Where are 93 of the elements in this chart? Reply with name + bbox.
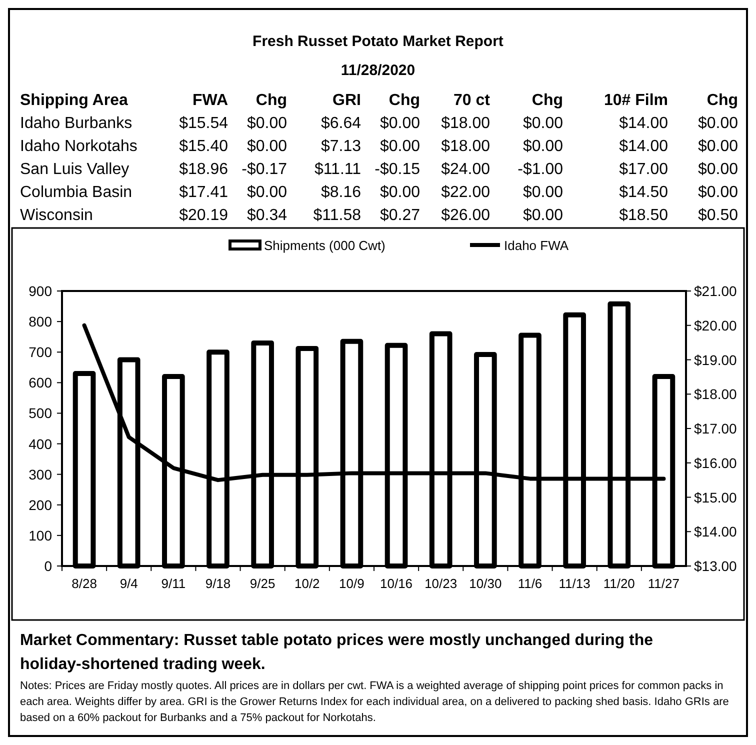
text: $0.00 <box>522 115 564 132</box>
text: $14.00 <box>619 138 668 155</box>
chart-subtitle: 11/28/2020 <box>340 62 416 79</box>
text: Idaho Norkotahs <box>20 138 138 155</box>
y-tick-label: 700 <box>28 344 52 360</box>
text: $0.00 <box>246 184 288 201</box>
text: Market Commentary: Russet table potato prices were mostly unchanged during the holiday-shortened trading week. <box>20 632 654 673</box>
text: $18.00 <box>441 115 490 132</box>
y2-tick-label: $21.00 <box>694 283 738 299</box>
legend-label: Idaho FWA <box>504 238 569 253</box>
x-tick-label: 9/25 <box>250 576 276 591</box>
text: $20.19 <box>179 207 228 224</box>
y2-tick-label: $20.00 <box>694 317 738 334</box>
text: $14.50 <box>619 184 668 201</box>
y-tick-label: 800 <box>28 314 52 330</box>
text: $15.40 <box>179 138 228 155</box>
text: $8.16 <box>320 184 362 201</box>
x-tick-label: 11/20 <box>603 576 635 591</box>
text: $0.00 <box>698 161 738 178</box>
text: $11.58 <box>313 207 362 224</box>
text: $0.00 <box>246 115 288 132</box>
y-tick-label: 0 <box>44 558 52 574</box>
text: Shipping Area <box>20 92 128 109</box>
text: -$1.00 <box>518 161 564 178</box>
text: $18.96 <box>179 161 228 178</box>
text: $0.00 <box>522 138 564 155</box>
legend-label: Shipments (000 Cwt) <box>264 238 386 253</box>
y-tick-label: 600 <box>28 374 52 391</box>
text: FWA <box>192 92 228 109</box>
y-tick-label: 200 <box>28 496 52 513</box>
text: GRI <box>332 92 361 109</box>
text: Idaho Burbanks <box>20 115 132 132</box>
text: $0.00 <box>380 138 420 155</box>
y-tick-label: 900 <box>28 283 52 299</box>
text: $24.00 <box>441 161 490 178</box>
chart-title: Fresh Russet Potato Market Report <box>252 33 504 50</box>
text: 70 ct <box>454 92 491 109</box>
text: $0.50 <box>698 207 738 224</box>
text: $26.00 <box>441 207 490 224</box>
text: $0.00 <box>380 115 420 132</box>
y-tick-label: 400 <box>28 436 52 452</box>
text: -$0.17 <box>242 161 288 178</box>
text: $0.00 <box>698 184 738 201</box>
x-tick-label: 9/11 <box>161 576 186 591</box>
text: $22.00 <box>441 184 490 201</box>
y-tick-label: 500 <box>28 405 52 422</box>
y2-tick-label: $16.00 <box>694 454 738 471</box>
x-tick-label: 11/27 <box>648 576 680 591</box>
text: Chg <box>532 92 563 109</box>
text: $17.00 <box>619 161 668 178</box>
text: San Luis Valley <box>20 161 130 178</box>
text: $0.27 <box>380 207 420 224</box>
x-tick-label: 8/28 <box>72 576 97 591</box>
x-tick-label: 9/18 <box>205 576 231 591</box>
text: $0.00 <box>522 184 564 201</box>
text: $0.00 <box>698 115 738 132</box>
text: $6.64 <box>320 115 362 132</box>
y2-tick-label: $17.00 <box>694 420 738 436</box>
text: Notes: Prices are Friday mostly quotes. All prices are in dollars per cwt. FWA is a weighted average of shipping point prices for common packs in each area. Weights differ by area. GRI is the Grower Returns Index for each individual area, on a delivered to packing shed basis. Idaho GRIs are based on a 60% packout for Burbanks and a 75% packout for Norkotahs. <box>20 680 729 724</box>
x-tick-label: 11/13 <box>558 576 590 591</box>
text: $0.00 <box>246 138 288 155</box>
y-tick-label: 100 <box>28 527 52 544</box>
text: $0.00 <box>380 184 420 201</box>
y2-tick-label: $15.00 <box>694 489 738 506</box>
x-tick-label: 10/9 <box>339 576 364 591</box>
x-tick-label: 10/30 <box>469 576 502 591</box>
text: $0.34 <box>246 207 288 224</box>
text: $14.00 <box>619 115 668 132</box>
text: 10# Film <box>604 92 668 109</box>
x-tick-label: 10/16 <box>380 576 413 591</box>
y2-tick-label: $13.00 <box>694 558 738 574</box>
y-tick-label: 300 <box>28 466 52 482</box>
y2-tick-label: $14.00 <box>694 524 738 540</box>
x-tick-label: 11/6 <box>518 576 542 591</box>
text: Wisconsin <box>20 207 93 224</box>
text: $7.13 <box>320 138 362 155</box>
text: Chg <box>706 92 738 109</box>
text: $15.54 <box>179 115 228 132</box>
x-tick-label: 10/2 <box>294 576 320 591</box>
text: -$0.15 <box>374 161 420 178</box>
y2-tick-label: $18.00 <box>694 386 738 402</box>
text: Chg <box>388 92 420 109</box>
x-tick-label: 10/23 <box>424 576 458 591</box>
text: $0.00 <box>698 138 738 155</box>
text: Columbia Basin <box>20 184 132 201</box>
text: $17.41 <box>179 184 228 201</box>
text: $0.00 <box>522 207 564 224</box>
text: $18.50 <box>619 207 668 224</box>
y2-tick-label: $19.00 <box>694 352 738 368</box>
text: Chg <box>256 92 287 109</box>
text: $11.11 <box>314 161 362 178</box>
text: $18.00 <box>441 138 490 155</box>
x-tick-label: 9/4 <box>120 576 138 591</box>
